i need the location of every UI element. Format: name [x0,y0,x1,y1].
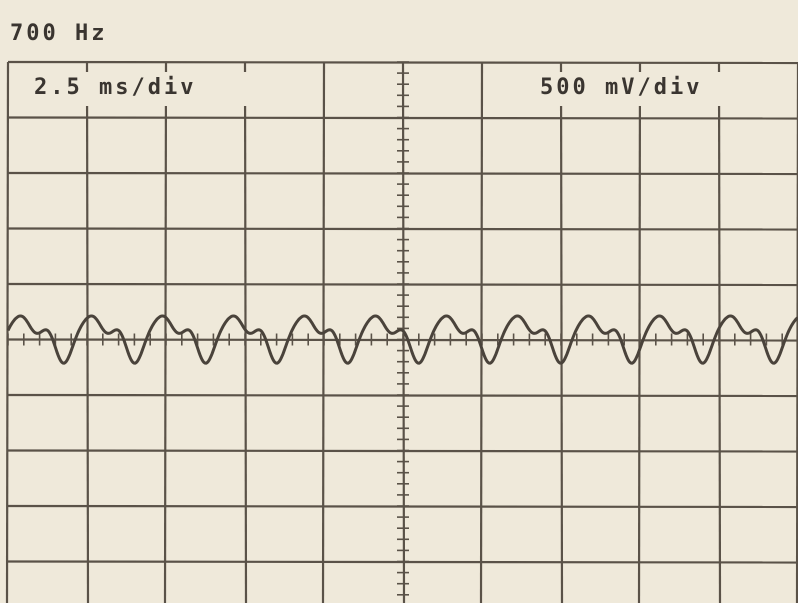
grid-line [85,61,90,603]
label-backdrop [530,72,792,106]
grid-line [637,61,642,603]
grid-line [163,61,168,603]
grid-line [479,61,484,603]
grid-line [243,61,248,603]
waveform-trace [6,314,798,365]
grid-line [717,61,722,603]
vertical-scale-label: 500 mV/div [540,75,702,100]
timebase-label: 2.5 ms/div [34,75,196,100]
label-backdrop [18,72,288,106]
frequency-title: 700 Hz [10,21,107,46]
grid-line [5,61,10,603]
grid-line [559,61,564,603]
